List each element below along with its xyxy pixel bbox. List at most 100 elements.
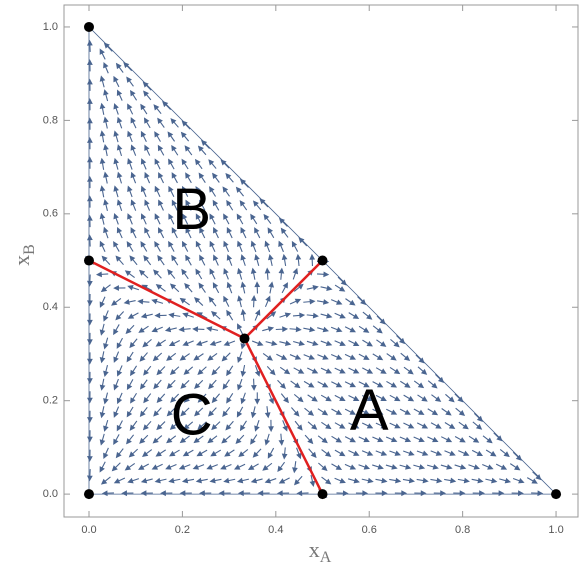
stream-arrow <box>361 450 374 456</box>
stream-arrow <box>223 213 230 225</box>
stream-arrow <box>413 464 426 470</box>
stream-arrow <box>293 475 303 486</box>
stream-arrow <box>103 116 109 129</box>
stream-arrow <box>444 477 457 484</box>
region-label: A <box>350 378 389 443</box>
fixed-point <box>83 21 94 32</box>
stream-arrow <box>499 477 512 484</box>
stream-arrow <box>223 295 230 307</box>
stream-arrow <box>87 78 93 91</box>
stream-arrow <box>139 434 149 444</box>
stream-arrow <box>348 450 360 456</box>
stream-arrow <box>212 282 220 294</box>
stream-arrow <box>427 408 439 416</box>
stream-arrow <box>358 325 370 333</box>
stream-arrow <box>153 407 162 417</box>
stream-arrow <box>99 212 106 225</box>
stream-arrow <box>309 474 316 487</box>
stream-arrow <box>413 380 425 389</box>
stream-arrow <box>320 285 333 292</box>
stream-arrow <box>236 213 244 225</box>
stream-arrow <box>197 145 207 156</box>
stream-arrow <box>143 255 152 266</box>
stream-arrow <box>226 281 233 294</box>
stream-arrow <box>389 366 401 375</box>
stream-arrow <box>129 255 138 266</box>
stream-arrow <box>278 240 284 253</box>
stream-arrow <box>87 371 93 385</box>
stream-arrow <box>223 477 236 484</box>
stream-arrow <box>303 298 316 305</box>
stream-arrow <box>320 312 333 319</box>
stream-arrow <box>127 130 133 143</box>
stream-arrow <box>372 408 384 415</box>
stream-arrow <box>195 240 202 252</box>
stream-arrow <box>237 351 243 364</box>
stream-arrow <box>531 490 544 497</box>
stream-arrow <box>127 185 133 198</box>
stream-arrow <box>116 226 123 239</box>
stream-arrow <box>250 267 257 280</box>
stream-arrow <box>293 367 305 374</box>
stream-arrow <box>292 461 298 474</box>
stream-arrow <box>199 199 206 211</box>
stream-arrow <box>226 309 234 321</box>
stream-arrow <box>347 477 360 484</box>
stream-arrow <box>237 295 243 308</box>
stream-arrow <box>238 449 249 458</box>
stream-arrow <box>124 463 136 471</box>
stream-arrow <box>193 435 204 444</box>
stream-arrow <box>430 422 442 429</box>
stream-arrow <box>358 408 370 415</box>
stream-arrow <box>485 449 497 457</box>
stream-arrow <box>334 449 346 457</box>
stream-arrow <box>334 422 346 429</box>
stream-arrow <box>399 408 411 415</box>
stream-arrow <box>458 450 470 456</box>
stream-arrow <box>143 90 152 101</box>
stream-arrow <box>375 367 387 374</box>
stream-arrow <box>240 392 246 405</box>
stream-arrow <box>99 240 106 253</box>
stream-arrow <box>206 326 219 332</box>
stream-arrow <box>99 323 106 336</box>
stream-arrow <box>185 254 192 266</box>
stream-arrow <box>290 380 301 389</box>
stream-arrow <box>99 157 106 170</box>
stream-arrow <box>262 326 275 332</box>
stream-arrow <box>226 365 234 377</box>
stream-arrow <box>262 462 273 471</box>
stream-arrow <box>115 311 125 321</box>
stream-arrow <box>140 130 147 143</box>
stream-arrow <box>221 435 231 444</box>
stream-arrow <box>375 477 388 484</box>
stream-arrow <box>144 144 151 156</box>
stream-arrow <box>348 394 360 401</box>
stream-arrow <box>281 253 288 267</box>
stream-arrow <box>330 299 343 305</box>
stream-arrow <box>181 477 195 484</box>
stream-arrow <box>290 407 300 417</box>
stream-arrow <box>240 254 246 266</box>
stream-arrow <box>267 447 275 459</box>
stream-arrow <box>361 422 374 429</box>
stream-arrow <box>403 366 414 375</box>
stream-arrow <box>113 185 119 198</box>
stream-arrow <box>103 199 109 212</box>
stream-arrow <box>87 59 93 72</box>
stream-arrow <box>472 490 485 497</box>
stream-arrow <box>144 199 151 211</box>
stream-arrow <box>195 213 202 225</box>
stream-arrow <box>416 450 429 456</box>
stream-arrow <box>512 451 522 461</box>
stream-arrow <box>194 379 204 389</box>
stream-arrow <box>250 378 257 391</box>
stream-arrow <box>348 340 360 347</box>
stream-arrow <box>414 490 427 497</box>
stream-arrow <box>166 352 177 361</box>
stream-arrow <box>278 477 290 484</box>
stream-arrow <box>171 199 178 211</box>
stream-arrow <box>372 353 384 361</box>
stream-arrow <box>372 325 383 334</box>
stream-arrow <box>207 353 218 361</box>
